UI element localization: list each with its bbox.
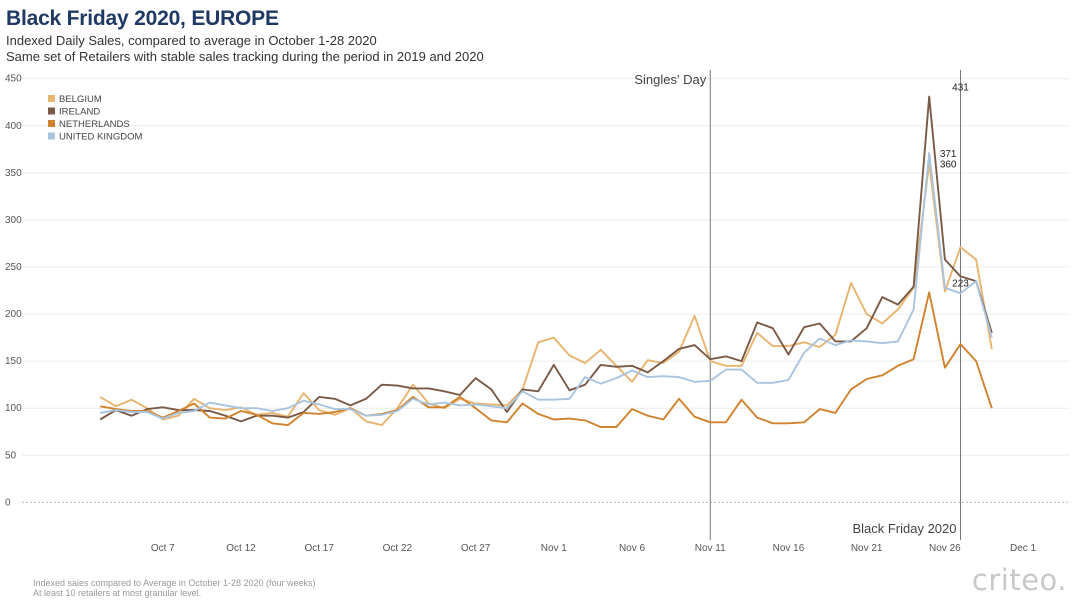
y-tick-label: 100 bbox=[5, 403, 22, 414]
y-tick-label: 300 bbox=[5, 215, 22, 226]
series-line bbox=[99, 162, 993, 427]
grid-lines bbox=[22, 78, 1070, 503]
x-tick-label: Nov 21 bbox=[851, 543, 883, 554]
x-tick-label: Dec 1 bbox=[1010, 543, 1037, 554]
x-tick-label: Oct 17 bbox=[304, 543, 334, 554]
x-tick-label: Nov 26 bbox=[929, 543, 961, 554]
y-tick-label: 50 bbox=[5, 450, 17, 461]
legend-label: IRELAND bbox=[59, 107, 100, 118]
chart-subtitle: Indexed Daily Sales, compared to average… bbox=[6, 33, 377, 48]
legend-swatch bbox=[48, 132, 55, 140]
x-tick-label: Oct 27 bbox=[461, 543, 491, 554]
series-line bbox=[100, 152, 993, 420]
y-tick-label: 350 bbox=[5, 168, 22, 179]
chart-title: Black Friday 2020, EUROPE bbox=[6, 7, 279, 30]
y-axis-ticks: 0 50 100 150 200 250 300 350 400 450 bbox=[5, 74, 22, 509]
y-tick-label: 400 bbox=[5, 121, 22, 132]
legend-label: NETHERLANDS bbox=[59, 119, 130, 130]
legend-swatch bbox=[48, 120, 55, 127]
x-tick-label: Oct 7 bbox=[151, 543, 175, 554]
x-tick-label: Nov 6 bbox=[619, 543, 646, 554]
y-tick-label: 150 bbox=[5, 356, 22, 367]
x-tick-label: Nov 11 bbox=[695, 543, 726, 554]
criteo-logo: criteo. bbox=[971, 563, 1067, 597]
legend-label: BELGIUM bbox=[59, 94, 102, 105]
x-axis-ticks: Oct 7 Oct 12 Oct 17 Oct 22 Oct 27 Nov 1 Nov 6 N… bbox=[151, 543, 1037, 554]
series-lines bbox=[99, 95, 993, 428]
series-line bbox=[99, 95, 993, 423]
legend-label: UNITED KINGDOM bbox=[59, 132, 142, 143]
y-tick-label: 250 bbox=[5, 262, 22, 273]
data-label: 371 bbox=[940, 149, 957, 160]
data-label: 223 bbox=[952, 278, 969, 289]
series-line bbox=[100, 291, 993, 428]
legend-swatch bbox=[48, 95, 55, 102]
x-tick-label: Oct 12 bbox=[226, 543, 256, 554]
chart-subtitle-secondary: Same set of Retailers with stable sales … bbox=[6, 49, 484, 64]
event-markers: Singles' Day Black Friday 2020 bbox=[634, 70, 962, 540]
data-label: 360 bbox=[940, 159, 957, 170]
x-tick-label: Nov 1 bbox=[541, 543, 568, 554]
legend-swatch bbox=[48, 107, 55, 115]
y-tick-label: 450 bbox=[5, 74, 22, 85]
event-label: Black Friday 2020 bbox=[852, 521, 956, 536]
footnote: Indexed sales compared to Average in Oct… bbox=[33, 578, 316, 598]
x-tick-label: Nov 16 bbox=[773, 543, 805, 554]
event-label: Singles' Day bbox=[634, 72, 706, 87]
data-label: 431 bbox=[952, 83, 969, 94]
y-tick-label: 0 bbox=[5, 497, 11, 508]
x-tick-label: Oct 22 bbox=[383, 543, 413, 554]
footnote-line-1: Indexed sales compared to Average in Oct… bbox=[33, 578, 316, 588]
y-tick-label: 200 bbox=[5, 309, 22, 320]
footnote-line-2: At least 10 retailers at most granular l… bbox=[33, 588, 202, 598]
